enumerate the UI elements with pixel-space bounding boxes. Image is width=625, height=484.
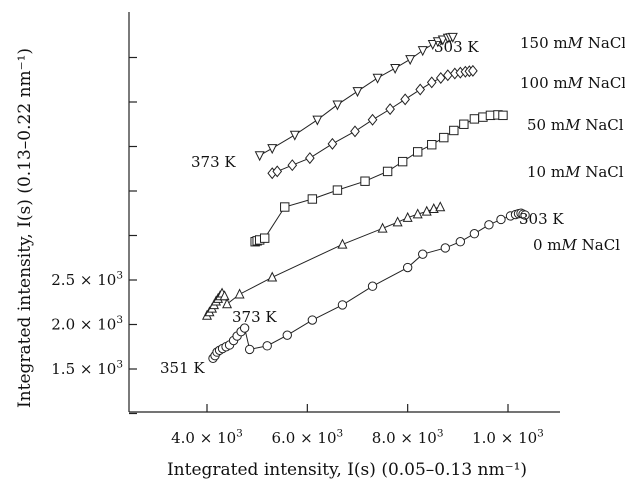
annotation-1: 373 K (191, 153, 236, 171)
series-4-point-0 (254, 151, 265, 162)
series-2-point-4 (280, 202, 290, 212)
series-4-point-5 (352, 87, 363, 98)
series-2-point-15 (469, 114, 480, 124)
annotation-0: 303 K (434, 38, 479, 56)
series-0: 0 mM NaCl (208, 208, 620, 364)
series-3-point-17 (468, 64, 478, 77)
series-4-point-2 (289, 130, 300, 141)
series-4-point-3 (312, 115, 323, 126)
annotation-3: 373 K (232, 308, 277, 326)
series-4-point-10 (427, 39, 438, 50)
series-label-3: 100 mM NaCl (520, 74, 625, 92)
series-4-point-11 (432, 37, 443, 48)
x-tick-label-0: 4.0 × 103 (171, 427, 243, 447)
series-2-point-19 (498, 110, 508, 121)
x-axis-title: Integrated intensity, I(s) (0.05–0.13 nm… (167, 460, 527, 480)
series-0-point-23 (496, 214, 506, 225)
series-1-point-12 (337, 238, 348, 249)
series-2-point-5 (307, 194, 318, 204)
series-1-point-16 (412, 208, 423, 219)
series-2-point-8 (382, 166, 393, 177)
series-1-point-13 (377, 222, 388, 233)
series-3-point-1 (272, 165, 283, 178)
series-3-point-10 (426, 76, 437, 89)
y-tick-label-0: 1.5 × 103 (51, 358, 123, 378)
series-0-point-10 (239, 323, 250, 333)
series-4: 150 mM NaCl (254, 32, 625, 162)
series-3-point-9 (415, 83, 426, 96)
series-1-point-10 (234, 288, 245, 299)
series-0-point-13 (282, 330, 292, 340)
series-1-point-15 (402, 211, 413, 222)
series-2-point-9 (397, 156, 408, 167)
series-line-1 (206, 206, 441, 316)
series-layer: 0 mM NaCl 10 mM NaCl 50 mM NaCl 100 mM NaCl… (201, 32, 625, 364)
x-tick-label-2: 8.0 × 103 (372, 427, 444, 447)
series-3-point-12 (442, 69, 453, 82)
series-3-point-4 (327, 137, 338, 150)
annotation-2: 303 K (519, 210, 564, 228)
y-tick-label-1: 2.0 × 103 (51, 314, 123, 334)
series-2: 50 mM NaCl (250, 110, 624, 247)
series-0-point-15 (337, 300, 348, 310)
series-4-point-15 (447, 32, 458, 43)
labels-layer: 303 K 373 K 303 K 373 K 351 K (160, 38, 564, 377)
series-0-point-12 (262, 341, 272, 351)
series-0-point-19 (440, 243, 450, 253)
series-2-point-7 (360, 176, 370, 186)
y-tick-label-2: 2.5 × 103 (51, 269, 123, 289)
series-0-point-18 (418, 249, 428, 259)
series-3-point-8 (400, 93, 411, 106)
series-2-point-10 (413, 147, 423, 157)
axes: 1.5 × 103 2.0 × 103 2.5 × 103 4.0 × 103 6.0 … (15, 12, 560, 480)
annotation-4: 351 K (160, 359, 205, 377)
series-2-point-3 (259, 233, 270, 243)
series-0-point-22 (484, 220, 494, 230)
series-0-point-21 (469, 229, 480, 239)
series-label-4: 150 mM NaCl (520, 34, 625, 52)
series-label-1: 10 mM NaCl (527, 163, 624, 181)
x-tick-label-3: 1.0 × 103 (472, 427, 544, 447)
series-1-point-11 (267, 271, 278, 282)
y-axis-title: Integrated intensity, I(s) (0.13–0.22 nm… (15, 48, 35, 408)
series-2-point-6 (332, 185, 343, 195)
series-1-point-19 (435, 201, 446, 212)
series-3-point-11 (435, 71, 446, 84)
series-0-point-11 (244, 344, 255, 355)
series-3-point-5 (350, 125, 360, 138)
series-4-point-6 (372, 73, 383, 84)
series-0-point-20 (455, 237, 466, 247)
series-4-point-12 (437, 35, 448, 46)
series-3-point-2 (287, 159, 298, 172)
series-4-point-8 (405, 55, 416, 66)
series-2-point-11 (427, 140, 437, 150)
series-3-point-7 (385, 103, 395, 116)
series-3-point-6 (367, 113, 378, 126)
series-3-point-3 (304, 152, 315, 165)
series-1-point-17 (421, 205, 432, 216)
series-2-point-12 (439, 132, 449, 143)
series-4-point-7 (390, 63, 401, 74)
series-label-0: 0 mM NaCl (533, 236, 620, 254)
series-1-point-8 (219, 290, 230, 301)
x-tick-label-1: 6.0 × 103 (271, 427, 343, 447)
series-0-point-17 (402, 262, 413, 273)
series-2-point-14 (459, 119, 469, 129)
series-4-point-9 (417, 46, 428, 57)
series-line-4 (259, 36, 453, 156)
series-1: 10 mM NaCl (201, 163, 624, 320)
series-2-point-13 (449, 125, 459, 136)
series-1-point-9 (222, 298, 233, 309)
series-1-point-14 (392, 216, 403, 227)
series-label-2: 50 mM NaCl (527, 116, 624, 134)
series-0-point-14 (307, 315, 318, 325)
series-4-point-1 (267, 144, 278, 155)
series-4-point-4 (332, 100, 343, 111)
series-0-point-16 (367, 281, 378, 291)
series-0-point-29 (520, 210, 530, 220)
series-3: 100 mM NaCl (267, 64, 625, 180)
